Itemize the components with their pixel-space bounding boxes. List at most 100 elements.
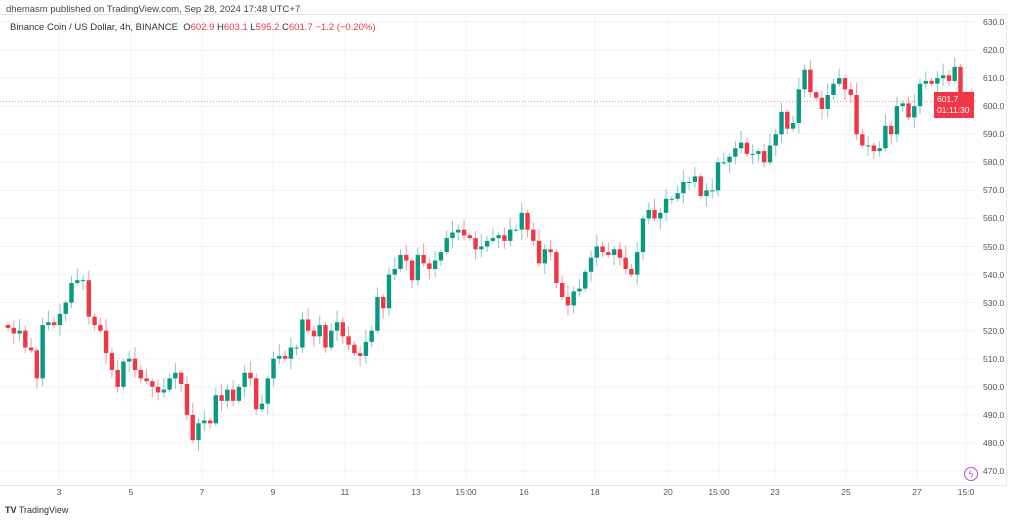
candle-body	[103, 330, 109, 354]
y-tick: 610.0	[983, 73, 1005, 84]
brand-name: TradingView	[18, 505, 69, 515]
candle-body	[750, 153, 755, 155]
candle-body	[611, 249, 617, 255]
candle-body	[894, 106, 900, 135]
candle-body	[23, 330, 28, 348]
candle-body	[80, 280, 86, 282]
candle-body	[138, 369, 143, 379]
candle-body	[75, 280, 80, 283]
candle-body	[525, 212, 530, 230]
candle-body	[554, 252, 559, 283]
candle-body	[779, 111, 784, 135]
candle-body	[565, 297, 571, 306]
candle-body	[883, 125, 888, 149]
candle-body	[698, 176, 703, 196]
x-tick: 16	[519, 487, 529, 497]
candle-body	[634, 252, 640, 275]
tradingview-logo[interactable]: TV TradingView	[5, 505, 68, 515]
candle-body	[871, 145, 877, 152]
candle-body	[150, 381, 155, 387]
symbol-legend: Binance Coin / US Dollar, 4h, BINANCE O6…	[10, 22, 376, 33]
candle-body	[357, 353, 363, 356]
candle-body	[28, 347, 34, 351]
candle-body	[888, 125, 894, 135]
candle-body	[900, 103, 905, 107]
candle-body	[929, 80, 934, 84]
candle-body	[952, 66, 957, 81]
candle-body	[230, 389, 236, 401]
candle-body	[958, 66, 963, 98]
candle-body	[46, 322, 51, 326]
candle-body	[132, 358, 138, 370]
candle-body	[727, 156, 732, 163]
candle-body	[352, 344, 357, 354]
lightning-icon[interactable]: ϟ	[964, 467, 978, 481]
candle-body	[294, 347, 299, 349]
candle-body	[17, 330, 22, 334]
candle-body	[450, 232, 455, 239]
candle-body	[860, 134, 865, 146]
x-tick: 3	[56, 487, 62, 497]
open-value: 602.9	[190, 22, 215, 33]
candle-body	[496, 235, 501, 239]
x-tick: 27	[912, 487, 922, 497]
candle-body	[715, 162, 721, 191]
high-value: 603.1	[223, 22, 248, 33]
candle-body	[34, 350, 40, 379]
candle-body	[940, 75, 946, 79]
candle-body	[837, 78, 842, 84]
low-value: 595.2	[255, 22, 280, 33]
candle-body	[323, 325, 328, 348]
y-tick: 490.0	[983, 409, 1005, 420]
y-tick: 500.0	[983, 381, 1005, 392]
candle-body	[785, 111, 790, 129]
candle-body	[790, 123, 796, 129]
candle-body	[773, 134, 778, 146]
x-tick: 13	[411, 487, 421, 497]
y-tick: 600.0	[983, 101, 1005, 112]
candle-body	[704, 190, 709, 196]
candle-body	[282, 355, 288, 359]
candle-body	[57, 313, 63, 326]
y-tick: 590.0	[983, 129, 1005, 140]
candle-body	[946, 75, 952, 81]
candle-body	[427, 263, 432, 269]
candle-body	[415, 254, 421, 281]
candle-body	[923, 80, 929, 84]
candle-body	[340, 322, 346, 337]
candle-body	[5, 325, 11, 328]
y-tick: 630.0	[983, 17, 1005, 27]
candle-body	[559, 282, 565, 298]
candle-body	[225, 389, 230, 401]
candle-body	[802, 69, 807, 90]
candle-body	[127, 358, 132, 362]
candle-body	[178, 372, 184, 385]
candle-body	[484, 240, 490, 247]
change-value: −1.2 (−0.20%)	[315, 22, 376, 33]
candle-body	[692, 176, 698, 182]
candle-body	[536, 240, 542, 264]
close-label: C	[282, 22, 289, 33]
low-label: L	[250, 22, 256, 33]
candle-body	[583, 271, 588, 289]
x-tick: 9	[270, 487, 276, 497]
candle-body	[115, 369, 120, 387]
candle-body	[196, 423, 201, 441]
candle-body	[173, 372, 178, 379]
candle-body	[386, 274, 392, 309]
candle-body	[404, 254, 409, 261]
candle-body	[502, 235, 507, 241]
candle-body	[109, 353, 115, 370]
candle-body	[432, 260, 438, 269]
candle-body	[259, 403, 265, 410]
candle-body	[409, 260, 415, 281]
candle-body	[392, 268, 397, 275]
candle-body	[207, 420, 213, 424]
x-tick: 20	[663, 487, 673, 497]
y-tick: 560.0	[983, 213, 1005, 224]
y-tick: 550.0	[983, 241, 1005, 252]
candle-body	[467, 235, 472, 239]
candle-body	[681, 181, 686, 194]
x-tick: 5	[128, 487, 134, 497]
